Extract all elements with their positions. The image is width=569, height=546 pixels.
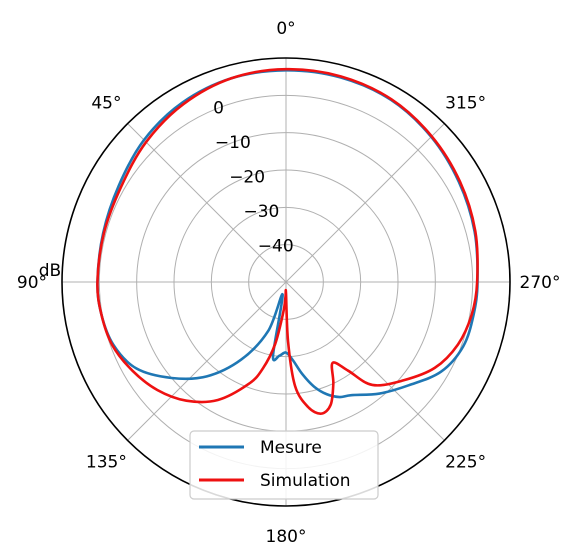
legend: Mesure Simulation [189, 430, 379, 500]
theta-tick-label: 180° [266, 527, 307, 546]
tick-layer: 0° 45° 90° 135° 180° 225° 270° 315° 0 −10 −20 −30 −4… [17, 19, 561, 546]
theta-grid-line [127, 123, 287, 283]
theta-tick-label: 225° [445, 453, 486, 473]
polar-outer-frame [61, 57, 511, 507]
theta-grid-line [285, 123, 445, 283]
legend-label-simulation: Simulation [260, 471, 351, 491]
r-tick-label: −40 [258, 237, 294, 257]
r-tick-label: 0 [213, 99, 224, 119]
theta-grid-line [127, 281, 287, 441]
theta-tick-label: 45° [91, 93, 121, 113]
r-tick-label: −20 [229, 168, 265, 188]
series-line-simulation [96, 67, 479, 415]
theta-tick-label: 90° [17, 273, 47, 293]
r-axis-label: dB [39, 261, 61, 281]
theta-grid-line [285, 281, 445, 441]
r-tick-label: −10 [215, 133, 251, 153]
theta-tick-label: 315° [445, 93, 486, 113]
series-layer [96, 67, 479, 415]
r-tick-label: −30 [243, 202, 279, 222]
theta-tick-label: 135° [86, 453, 127, 473]
theta-tick-label: 270° [520, 273, 561, 293]
theta-tick-label: 0° [276, 19, 295, 39]
legend-label-mesure: Mesure [260, 438, 322, 458]
